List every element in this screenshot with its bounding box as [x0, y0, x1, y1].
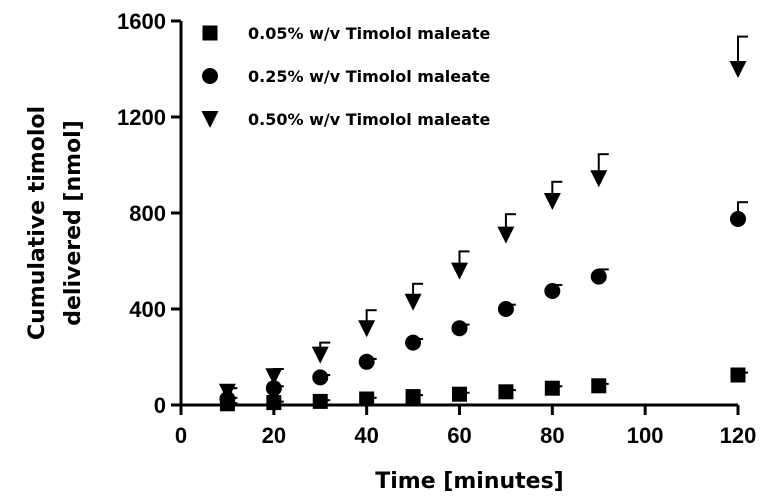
x-tick-label: 0 — [175, 423, 187, 448]
data-point-triangle-down — [265, 368, 283, 386]
data-point-triangle-down — [358, 320, 376, 338]
data-point-triangle-down — [218, 383, 236, 401]
data-point-square — [498, 384, 514, 400]
data-point-triangle-down — [729, 61, 747, 78]
y-tick-label: 0 — [154, 393, 166, 418]
data-point-square — [452, 386, 467, 402]
data-point-square — [266, 395, 282, 411]
legend-marker-circle — [202, 68, 218, 84]
data-point-circle — [312, 369, 329, 386]
data-point-circle — [265, 380, 282, 397]
x-tick-label: 40 — [354, 423, 378, 448]
data-point-triangle-down — [451, 262, 468, 280]
x-tick-label: 120 — [720, 423, 757, 448]
data-point-circle — [590, 268, 607, 285]
data-point-square — [591, 378, 607, 394]
x-tick-label: 80 — [540, 423, 564, 448]
y-axis-title-line-2: delivered [nmol] — [61, 120, 86, 326]
legend: 0.05% w/v Timolol maleate 0.25% w/v Timol… — [201, 24, 491, 129]
x-axis-title: Time [minutes] — [375, 469, 563, 494]
legend-label: 0.05% w/v Timolol maleate — [248, 24, 491, 43]
axis-ticks: 0 400 800 1200 1600 0 20 40 60 80 100 120 — [117, 9, 756, 448]
legend-label: 0.50% w/v Timolol maleate — [248, 110, 491, 129]
x-tick-label: 20 — [262, 423, 286, 448]
legend-label: 0.25% w/v Timolol maleate — [248, 67, 491, 86]
data-point-triangle-down — [590, 170, 608, 188]
data-point-circle — [405, 334, 422, 351]
y-axis-title: Cumulative timolol delivered [nmol] — [25, 106, 86, 340]
data-point-square — [544, 380, 560, 396]
legend-marker-triangle-down — [201, 111, 219, 128]
data-point-circle — [497, 301, 514, 317]
data-point-square — [359, 391, 375, 407]
data-point-circle — [544, 283, 561, 299]
data-point-square — [405, 389, 421, 405]
data-point-circle — [730, 211, 746, 227]
data-point-square — [730, 367, 746, 383]
y-axis-title-line-1: Cumulative timolol — [25, 106, 50, 340]
error-bars — [226, 35, 748, 405]
y-tick-label: 400 — [129, 297, 166, 322]
y-tick-label: 1600 — [117, 9, 166, 34]
data-point-triangle-down — [497, 226, 515, 244]
data-point-triangle-down — [543, 193, 561, 210]
data-points — [218, 61, 747, 412]
y-tick-label: 800 — [129, 201, 166, 226]
y-tick-label: 1200 — [117, 105, 166, 130]
data-point-circle — [358, 353, 375, 370]
x-tick-label: 100 — [627, 423, 664, 448]
legend-marker-square — [202, 25, 218, 41]
data-point-triangle-down — [404, 293, 422, 311]
x-tick-label: 60 — [447, 423, 471, 448]
data-point-circle — [451, 320, 468, 337]
data-point-triangle-down — [311, 346, 329, 364]
data-point-square — [312, 393, 328, 409]
